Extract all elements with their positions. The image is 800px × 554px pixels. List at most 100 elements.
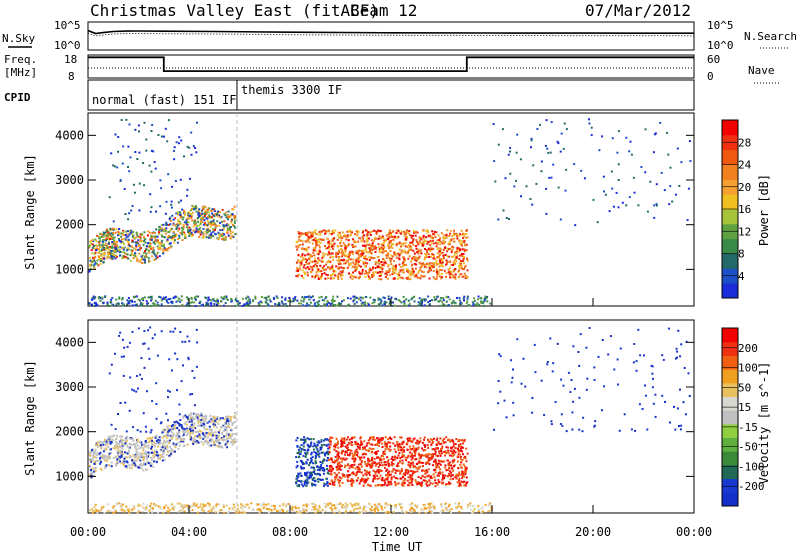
range-gate-cell <box>481 506 484 509</box>
range-gate-cell <box>419 301 422 304</box>
range-gate-cell <box>180 299 183 302</box>
freq-series <box>88 56 694 72</box>
range-gate-cell <box>331 264 334 267</box>
range-gate-cell <box>122 304 124 307</box>
range-gate-cell <box>460 273 463 275</box>
range-gate-cell <box>158 442 161 445</box>
range-gate-cell <box>201 205 204 208</box>
range-gate-cell <box>165 232 168 235</box>
range-gate-cell <box>135 233 138 235</box>
range-gate-cell <box>411 263 414 266</box>
range-gate-cell <box>114 257 117 260</box>
range-gate-cell <box>596 221 599 224</box>
range-gate-cell <box>120 232 123 235</box>
range-gate-cell <box>116 434 119 437</box>
range-gate-cell <box>313 275 315 278</box>
range-gate-cell <box>111 435 114 438</box>
range-gate-cell <box>349 510 352 513</box>
range-gate-cell <box>346 504 349 507</box>
range-gate-cell <box>217 299 219 302</box>
range-gate-cell <box>136 439 139 442</box>
range-gate-cell <box>399 270 402 273</box>
range-gate-cell <box>162 297 165 300</box>
range-gate-cell <box>219 216 222 219</box>
range-gate-cell <box>463 295 466 298</box>
range-gate-cell <box>139 299 141 302</box>
range-gate-cell <box>136 444 139 447</box>
range-gate-cell <box>212 442 215 445</box>
range-gate-cell <box>189 229 191 232</box>
range-gate-cell <box>352 275 355 278</box>
range-gate-cell <box>232 508 235 511</box>
range-gate-cell <box>127 218 130 221</box>
range-gate-cell <box>464 274 467 277</box>
range-gate-cell <box>111 296 114 299</box>
range-gate-cell <box>434 485 437 488</box>
range-gate-cell <box>197 417 199 420</box>
range-gate-cell <box>452 274 455 277</box>
range-gate-cell <box>445 300 448 303</box>
range-gate-cell <box>319 270 321 273</box>
range-gate-cell <box>532 164 535 167</box>
range-gate-cell <box>142 162 145 164</box>
range-gate-cell <box>101 239 104 242</box>
range-gate-cell <box>621 201 624 204</box>
range-gate-cell <box>95 456 98 459</box>
range-gate-cell <box>168 230 171 233</box>
range-gate-cell <box>299 255 302 258</box>
range-gate-cell <box>225 297 228 300</box>
range-gate-cell <box>424 263 427 266</box>
range-gate-cell <box>189 417 192 420</box>
range-gate-cell <box>381 235 384 238</box>
range-gate-cell <box>316 448 319 451</box>
range-gate-cell <box>241 504 244 507</box>
range-gate-cell <box>229 232 232 235</box>
range-gate-cell <box>351 452 354 455</box>
range-gate-cell <box>452 445 455 448</box>
range-gate-cell <box>348 467 351 470</box>
range-gate-cell <box>196 216 199 219</box>
range-gate-cell <box>101 253 104 256</box>
range-gate-cell <box>210 299 213 302</box>
range-gate-cell <box>338 257 340 260</box>
range-gate-cell <box>112 164 115 167</box>
range-gate-cell <box>465 460 468 463</box>
range-gate-cell <box>355 267 358 270</box>
range-gate-cell <box>301 232 304 235</box>
range-gate-cell <box>372 273 375 276</box>
range-gate-cell <box>226 418 229 421</box>
range-gate-cell <box>509 150 511 153</box>
range-gate-cell <box>142 462 145 465</box>
range-gate-cell <box>107 256 110 259</box>
range-gate-cell <box>381 304 384 307</box>
range-gate-cell <box>200 216 203 219</box>
range-gate-cell <box>329 303 332 306</box>
range-gate-cell <box>221 432 224 435</box>
range-gate-cell <box>139 235 142 238</box>
range-gate-cell <box>326 253 329 256</box>
range-gate-cell <box>135 244 138 247</box>
range-gate-cell <box>459 301 462 304</box>
range-gate-cell <box>101 240 104 243</box>
range-gate-cell <box>298 232 301 235</box>
range-gate-cell <box>282 504 285 507</box>
range-gate-cell <box>440 264 443 266</box>
range-gate-cell <box>186 302 189 305</box>
range-gate-cell <box>439 443 442 445</box>
range-gate-cell <box>294 506 297 508</box>
range-gate-cell <box>408 503 411 506</box>
range-gate-cell <box>114 231 117 234</box>
range-gate-cell <box>315 232 318 235</box>
range-gate-cell <box>369 234 372 236</box>
range-gate-cell <box>223 295 226 298</box>
range-gate-cell <box>387 236 390 239</box>
range-gate-cell <box>141 510 144 513</box>
range-gate-cell <box>372 245 375 248</box>
range-gate-cell <box>393 253 396 256</box>
velocity-data <box>88 320 691 515</box>
range-gate-cell <box>234 411 236 414</box>
range-gate-cell <box>456 235 459 238</box>
range-gate-cell <box>377 470 380 473</box>
range-gate-cell <box>394 506 397 509</box>
range-gate-cell <box>297 254 300 257</box>
